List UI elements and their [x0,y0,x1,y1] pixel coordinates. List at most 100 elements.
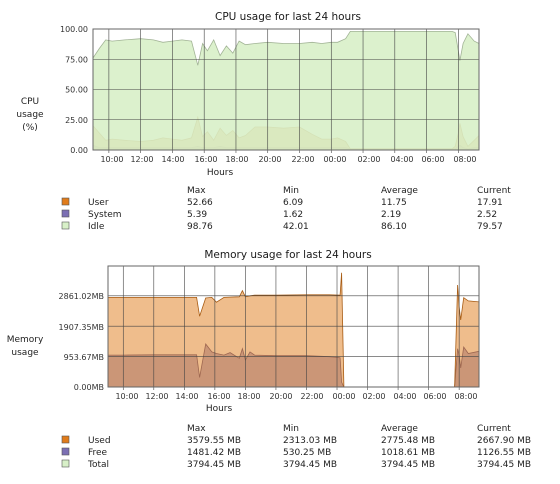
memory-series-layer [108,265,480,388]
legend-value: 52.66 [187,198,213,208]
legend-value: 1126.55 MB [477,448,531,458]
legend-value: 1.62 [283,210,303,220]
cpu-xtick-label: 02:00 [357,155,380,164]
legend-value: 79.57 [477,222,503,232]
cpu-ylabel: CPU usage (%) [16,97,44,133]
memory-legend-col-min: Min [283,424,299,434]
cpu-xlabel: Hours [207,168,234,178]
memory-x-tick-labels: 10:00 12:00 14:00 16:00 18:00 20:00 22:0… [115,392,477,401]
legend-value: 17.91 [477,198,503,208]
legend-value: 2.52 [477,210,497,220]
legend-value: 3794.45 MB [381,460,435,470]
cpu-legend-col-min: Min [283,186,299,196]
cpu-xtick-label: 22:00 [291,155,314,164]
cpu-xtick-label: 18:00 [225,155,248,164]
cpu-y-tick-labels: 0.00 25.00 50.00 75.00 100.00 [60,25,88,155]
cpu-ytick-label: 75.00 [65,55,88,64]
legend-value: 3794.45 MB [477,460,531,470]
legend-value: 86.10 [381,222,407,232]
legend-label-free: Free [88,448,108,458]
memory-xtick-label: 14:00 [175,392,198,401]
legend-swatch-free [61,447,70,456]
memory-y-tick-labels: 0.00MB 953.67MB 1907.35MB 2861.02MB [59,292,104,392]
memory-legend-row-free: Free 1481.42 MB 530.25 MB 1018.61 MB 112… [61,447,531,458]
legend-label-idle: Idle [88,222,105,232]
memory-plot-frame [107,265,480,388]
memory-xtick-label: 06:00 [423,392,446,401]
memory-xtick-label: 20:00 [269,392,292,401]
legend-swatch-user [61,197,70,206]
cpu-legend-col-max: Max [187,186,206,196]
cpu-legend-row-user: User 52.66 6.09 11.75 17.91 [61,197,503,208]
memory-xtick-label: 00:00 [332,392,355,401]
legend-value: 42.01 [283,222,309,232]
legend-swatch-used [61,435,70,444]
legend-value: 2667.90 MB [477,436,531,446]
cpu-panel: CPU usage for last 24 hours CPU usage (%… [16,11,511,232]
memory-panel: Memory usage for last 24 hours Memory us… [7,249,531,470]
legend-value: 6.09 [283,198,303,208]
memory-xtick-label: 04:00 [393,392,416,401]
legend-value: 3794.45 MB [187,460,241,470]
memory-xtick-label: 22:00 [300,392,323,401]
legend-value: 530.25 MB [283,448,331,458]
cpu-xtick-label: 08:00 [453,155,476,164]
cpu-xtick-label: 00:00 [323,155,346,164]
legend-label-used: Used [88,436,111,446]
legend-swatch-system [61,209,70,218]
memory-legend-table: Max Min Average Current Used 3579.55 MB … [61,424,531,470]
cpu-legend-row-system: System 5.39 1.62 2.19 2.52 [61,209,497,220]
cpu-xtick-label: 12:00 [130,155,153,164]
cpu-xtick-label: 20:00 [258,155,281,164]
cpu-series-idle-area [93,31,479,150]
memory-legend-row-used: Used 3579.55 MB 2313.03 MB 2775.48 MB 26… [61,435,531,446]
legend-value: 1018.61 MB [381,448,435,458]
cpu-ytick-label: 0.00 [70,146,88,155]
cpu-ytick-label: 25.00 [65,116,88,125]
legend-label-system: System [88,210,122,220]
legend-value: 2.19 [381,210,401,220]
cpu-chart-title: CPU usage for last 24 hours [215,11,361,23]
legend-value: 98.76 [187,222,213,232]
memory-grid [108,266,479,390]
memory-series-used-area [108,272,479,387]
cpu-legend-table: Max Min Average Current User 52.66 6.09 … [61,186,511,232]
legend-value: 3794.45 MB [283,460,337,470]
cpu-series-idle-line [92,31,480,66]
memory-ytick-label: 0.00MB [74,383,104,392]
cpu-legend-col-current: Current [477,186,511,196]
memory-xtick-label: 08:00 [454,392,477,401]
cpu-legend-col-average: Average [381,186,418,196]
memory-ylabel: Memory usage [7,335,44,358]
cpu-xtick-label: 16:00 [194,155,217,164]
cpu-xtick-label: 04:00 [390,155,413,164]
memory-xtick-label: 16:00 [207,392,230,401]
memory-ytick-label: 2861.02MB [59,292,104,301]
memory-xtick-label: 12:00 [145,392,168,401]
memory-legend-row-total: Total 3794.45 MB 3794.45 MB 3794.45 MB 3… [61,459,531,470]
cpu-legend-row-idle: Idle 98.76 42.01 86.10 79.57 [61,221,503,232]
cpu-x-tick-labels: 10:00 12:00 14:00 16:00 18:00 20:00 22:0… [100,155,476,164]
legend-swatch-total [61,459,70,468]
memory-legend-col-current: Current [477,424,511,434]
cpu-ytick-label: 100.00 [60,25,88,34]
legend-label-user: User [88,198,109,208]
memory-xtick-label: 02:00 [362,392,385,401]
cpu-series-layer [92,31,480,150]
cpu-xtick-label: 10:00 [100,155,123,164]
memory-ytick-label: 953.67MB [64,353,104,362]
cpu-ytick-label: 50.00 [65,86,88,95]
legend-value: 3579.55 MB [187,436,241,446]
cpu-xtick-label: 06:00 [421,155,444,164]
memory-legend-col-average: Average [381,424,418,434]
legend-value: 5.39 [187,210,207,220]
cpu-ylabel-line-1: CPU [21,97,39,107]
memory-ytick-label: 1907.35MB [59,323,104,332]
legend-value: 2313.03 MB [283,436,337,446]
cpu-xtick-label: 14:00 [161,155,184,164]
cpu-plot-frame [92,28,480,151]
memory-xlabel: Hours [206,404,233,414]
cpu-ylabel-line-3: (%) [22,123,38,133]
